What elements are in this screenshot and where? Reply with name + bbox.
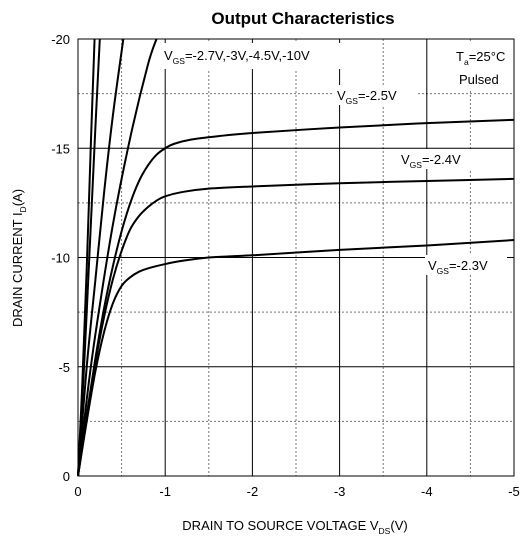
annotation-vgs-24: VGS=-2.4V	[401, 152, 461, 170]
annotation-vgs-multi-tail: =-2.7V,-3V,-4.5V,-10V	[185, 48, 310, 63]
annotation-vgs-24-v: V	[401, 152, 410, 167]
annotation-vgs-25: VGS=-2.5V	[337, 88, 397, 106]
curve-vgs3v	[77, 38, 125, 477]
x-tick-label: -2	[247, 484, 259, 499]
y-tick-label: -5	[58, 360, 70, 375]
chart-title: Output Characteristics	[211, 9, 394, 28]
x-axis-label-sub: DS	[379, 526, 391, 536]
y-axis-label: DRAIN CURRENT ID(A)	[10, 189, 28, 327]
x-tick-label: -1	[159, 484, 171, 499]
annotation-bg-4	[425, 255, 507, 275]
annotation-vgs-multi-sub: GS	[173, 56, 186, 66]
y-tick-label: -10	[51, 251, 70, 266]
annotation-vgs-23-tail: =-2.3V	[449, 258, 488, 273]
y-axis-label-sub: D	[18, 206, 28, 212]
curve-vgs2p3v	[77, 239, 515, 477]
y-tick-label: 0	[63, 469, 70, 484]
annotation-vgs-25-tail: =-2.5V	[358, 88, 397, 103]
x-tick-label: -3	[334, 484, 346, 499]
annotation-pulsed: Pulsed	[459, 72, 499, 87]
annotation-bg-1	[160, 43, 368, 69]
annotation-vgs-multi: VGS=-2.7V,-3V,-4.5V,-10V	[164, 48, 310, 66]
y-tick-label: -15	[51, 141, 70, 156]
annotation-vgs-23-v: V	[428, 258, 437, 273]
annotation-bg-5	[448, 43, 510, 91]
annotation-vgs-23-sub: GS	[437, 266, 450, 276]
x-tick-label: -5	[508, 484, 520, 499]
annotation-bg-2	[334, 85, 416, 105]
y-axis-label-tail: (A)	[10, 189, 25, 206]
annotation-ta-t: T	[456, 49, 464, 64]
annotation-vgs-25-v: V	[337, 88, 346, 103]
tick-labels: 0 -1 -2 -3 -4 -5 0 -5 -10 -15 -20	[51, 32, 520, 499]
annotation-ta-tail: =25°C	[469, 49, 506, 64]
curve-vgs2p5v	[77, 118, 515, 477]
plot-frame	[77, 38, 515, 477]
annotation-vgs-25-sub: GS	[346, 96, 359, 106]
annotation-vgs-24-tail: =-2.4V	[422, 152, 461, 167]
curve-vgs2p4v	[77, 177, 515, 477]
x-axis-label-tail: (V)	[390, 518, 407, 533]
y-axis-label-main: DRAIN CURRENT I	[10, 212, 25, 327]
x-tick-label: 0	[74, 484, 81, 499]
curves	[77, 38, 515, 477]
annotation-vgs-23: VGS=-2.3V	[428, 258, 488, 276]
x-axis-label: DRAIN TO SOURCE VOLTAGE VDS(V)	[182, 518, 407, 536]
curve-vgs4p5v	[77, 38, 101, 477]
annotation-ta-sub: a	[464, 57, 469, 67]
annotation-ta: Ta=25°C	[456, 49, 505, 67]
annotation-bg-3	[397, 149, 479, 169]
x-tick-label: -4	[421, 484, 433, 499]
annotation-vgs-multi-v: V	[164, 48, 173, 63]
annotation-vgs-24-sub: GS	[410, 160, 423, 170]
y-tick-label: -20	[51, 32, 70, 47]
x-axis-label-main: DRAIN TO SOURCE VOLTAGE V	[182, 518, 379, 533]
curve-vgs2p7v	[77, 38, 158, 477]
